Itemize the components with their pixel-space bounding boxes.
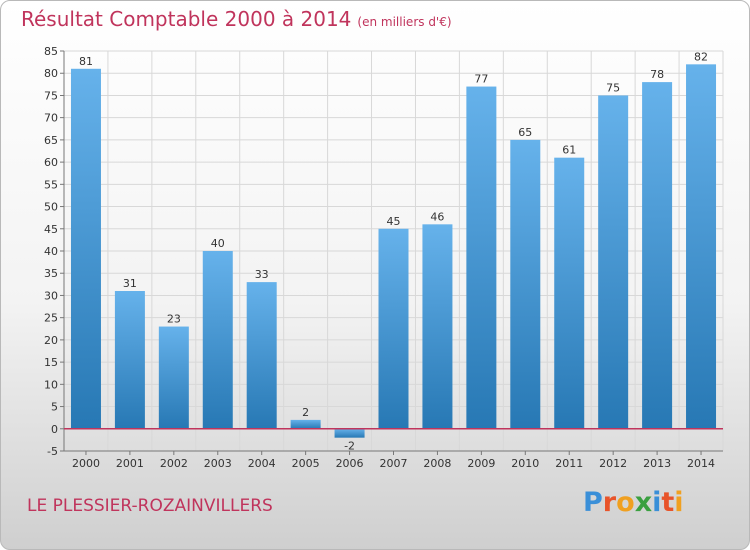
x-tick-label: 2012 [599, 457, 627, 470]
data-label-2006: -2 [344, 440, 355, 453]
bar-2014 [686, 64, 717, 429]
y-tick-label: 85 [44, 45, 58, 58]
x-tick-label: 2005 [292, 457, 320, 470]
data-label-2014: 82 [694, 50, 708, 63]
chart-subtitle: (en milliers d'€) [357, 15, 452, 29]
y-tick-label: 30 [44, 289, 58, 302]
bar-2011 [554, 157, 585, 429]
y-tick-label: 55 [44, 178, 58, 191]
x-tick-label: 2007 [380, 457, 408, 470]
y-tick-label: 80 [44, 67, 58, 80]
x-tick-label: 2013 [643, 457, 671, 470]
x-tick-label: 2010 [511, 457, 539, 470]
proxiti-logo[interactable]: Proxiti [583, 487, 684, 518]
y-tick-label: 0 [51, 423, 58, 436]
bar-2007 [378, 228, 409, 429]
bar-2010 [510, 139, 541, 429]
y-tick-label: 35 [44, 267, 58, 280]
bar-2013 [642, 82, 673, 429]
y-tick-label: 60 [44, 156, 58, 169]
chart-title-text: Résultat Comptable 2000 à 2014 [21, 7, 352, 31]
bar-2002 [158, 326, 189, 429]
data-label-2009: 77 [474, 73, 488, 86]
y-tick-label: 45 [44, 223, 58, 236]
bar-2004 [246, 282, 277, 429]
y-tick-label: 25 [44, 312, 58, 325]
x-tick-label: 2001 [116, 457, 144, 470]
data-label-2004: 33 [255, 268, 269, 281]
bar-2005 [290, 419, 321, 429]
data-label-2000: 81 [79, 55, 93, 68]
y-tick-label: 50 [44, 201, 58, 214]
data-label-2013: 78 [650, 68, 664, 81]
data-label-2008: 46 [430, 210, 444, 223]
y-tick-label: 65 [44, 134, 58, 147]
x-tick-label: 2011 [555, 457, 583, 470]
data-label-2002: 23 [167, 313, 181, 326]
data-label-2011: 61 [562, 144, 576, 157]
data-label-2010: 65 [518, 126, 532, 139]
bar-2009 [466, 86, 497, 429]
chart-title: Résultat Comptable 2000 à 2014 (en millie… [21, 7, 452, 31]
x-tick-label: 2006 [336, 457, 364, 470]
y-tick-label: 5 [51, 401, 58, 414]
location-name: LE PLESSIER-ROZAINVILLERS [27, 496, 273, 516]
x-tick-label: 2002 [160, 457, 188, 470]
y-tick-label: 10 [44, 378, 58, 391]
x-tick-label: 2008 [423, 457, 451, 470]
y-tick-label: -5 [47, 445, 58, 458]
x-tick-label: 2004 [248, 457, 276, 470]
y-tick-label: 40 [44, 245, 58, 258]
data-label-2001: 31 [123, 277, 137, 290]
data-label-2003: 40 [211, 237, 225, 250]
y-tick-label: 70 [44, 112, 58, 125]
x-tick-label: 2009 [467, 457, 495, 470]
y-tick-label: 20 [44, 334, 58, 347]
x-tick-label: 2014 [687, 457, 715, 470]
y-tick-label: 75 [44, 89, 58, 102]
bar-2001 [114, 291, 145, 429]
bars: 81 31 23 40 33 2 -2 45 46 77 65 61 75 78 82 [70, 50, 717, 453]
data-label-2012: 75 [606, 81, 620, 94]
data-label-2005: 2 [302, 406, 309, 419]
bar-2000 [70, 68, 101, 429]
x-tick-label: 2003 [204, 457, 232, 470]
bar-2008 [422, 224, 453, 429]
bar-2003 [202, 251, 233, 429]
x-tick-label: 2000 [72, 457, 100, 470]
data-label-2007: 45 [387, 215, 401, 228]
axes: -5 0 5 10 15 20 25 30 35 40 45 50 55 60 65 70 75 80 85 2000… [44, 45, 723, 470]
bar-2006 [334, 428, 365, 438]
y-tick-label: 15 [44, 356, 58, 369]
bar-2012 [598, 95, 629, 429]
